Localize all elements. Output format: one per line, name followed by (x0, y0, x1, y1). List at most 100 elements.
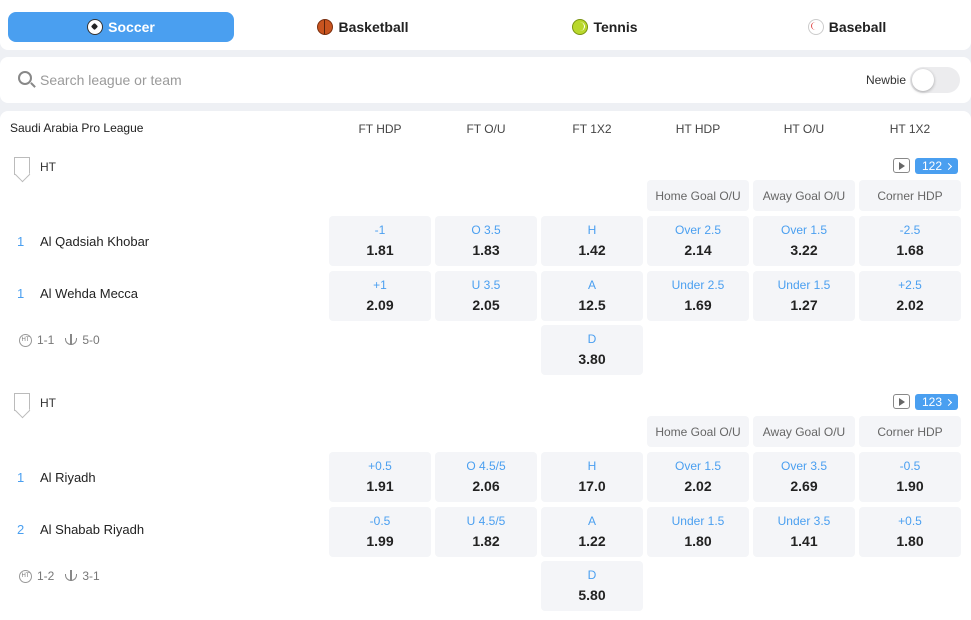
odds-button[interactable]: Under 3.5 1.41 (753, 507, 855, 557)
newbie-label: Newbie (865, 73, 906, 87)
team-name[interactable]: Al Qadsiah Khobar (40, 234, 150, 249)
odds-value: 12.5 (578, 297, 606, 313)
odds-button[interactable]: Under 2.5 1.69 (647, 271, 749, 321)
market-tab-away-goal-ou[interactable]: Away Goal O/U (753, 416, 855, 447)
odds-label: H (587, 459, 597, 473)
odds-button[interactable]: +0.5 1.80 (859, 507, 961, 557)
baseball-icon (807, 19, 824, 35)
odds-button[interactable]: -1 1.81 (329, 216, 431, 266)
draw-odds-button[interactable]: D 3.80 (541, 325, 643, 375)
tab-tennis[interactable]: Tennis (492, 12, 718, 42)
team-rank: 2 (17, 522, 25, 537)
column-header-ft-1x2: FT 1X2 (572, 122, 612, 136)
play-icon[interactable] (893, 158, 910, 173)
team-name[interactable]: Al Riyadh (40, 470, 96, 485)
odds-label: -2.5 (899, 223, 921, 237)
odds-button[interactable]: H 1.42 (541, 216, 643, 266)
odds-button[interactable]: Under 1.5 1.27 (753, 271, 855, 321)
team-name[interactable]: Al Shabab Riyadh (40, 522, 145, 537)
market-count: 123 (921, 395, 943, 409)
odds-value: 1.68 (896, 242, 924, 258)
more-markets-badge[interactable]: 123 (915, 394, 958, 410)
toggle-knob (912, 69, 934, 91)
play-icon[interactable] (893, 394, 910, 409)
tab-basketball[interactable]: Basketball (250, 12, 476, 42)
market-tab-away-goal-ou[interactable]: Away Goal O/U (753, 180, 855, 211)
team-name[interactable]: Al Wehda Mecca (40, 286, 139, 301)
odds-button[interactable]: -0.5 1.99 (329, 507, 431, 557)
market-count: 122 (921, 159, 943, 173)
bookmark-icon[interactable] (14, 393, 30, 411)
odds-label: D (587, 332, 597, 346)
odds-value: 2.02 (896, 297, 924, 313)
newbie-toggle[interactable] (910, 67, 960, 93)
match-score-row: HT 1-2 3-1 (19, 569, 100, 583)
market-tab-corner-hdp[interactable]: Corner HDP (859, 416, 961, 447)
market-tab-home-goal-ou[interactable]: Home Goal O/U (647, 180, 749, 211)
odds-label: +1 (373, 278, 387, 292)
odds-value: 1.27 (790, 297, 818, 313)
odds-label: Over 1.5 (674, 459, 722, 473)
bookmark-icon[interactable] (14, 157, 30, 175)
odds-button[interactable]: Under 1.5 1.80 (647, 507, 749, 557)
tab-soccer[interactable]: Soccer (8, 12, 234, 42)
odds-button[interactable]: -2.5 1.68 (859, 216, 961, 266)
odds-label: D (587, 568, 597, 582)
odds-value: 3.80 (578, 351, 606, 367)
odds-button[interactable]: Over 1.5 2.02 (647, 452, 749, 502)
odds-value: 1.81 (366, 242, 394, 258)
soccer-ball-icon (87, 19, 104, 35)
odds-button[interactable]: U 3.5 2.05 (435, 271, 537, 321)
odds-button[interactable]: O 3.5 1.83 (435, 216, 537, 266)
odds-label: -1 (374, 223, 386, 237)
column-header-ft-ou: FT O/U (466, 122, 506, 136)
market-tab-corner-hdp[interactable]: Corner HDP (859, 180, 961, 211)
odds-button[interactable]: +0.5 1.91 (329, 452, 431, 502)
corner-icon (65, 334, 78, 346)
match-period: HT (40, 160, 56, 174)
odds-value: 3.22 (790, 242, 818, 258)
match-score-row: HT 1-1 5-0 (19, 333, 100, 347)
odds-button[interactable]: +1 2.09 (329, 271, 431, 321)
odds-value: 1.80 (684, 533, 712, 549)
team-rank: 1 (17, 234, 25, 249)
odds-button[interactable]: O 4.5/5 2.06 (435, 452, 537, 502)
basketball-icon (317, 19, 334, 35)
sport-tabs: Soccer Basketball Tennis Baseball (0, 0, 971, 50)
odds-button[interactable]: Over 3.5 2.69 (753, 452, 855, 502)
odds-button[interactable]: H 17.0 (541, 452, 643, 502)
odds-value: 2.02 (684, 478, 712, 494)
odds-button[interactable]: A 1.22 (541, 507, 643, 557)
search-icon[interactable] (18, 71, 32, 85)
odds-value: 1.69 (684, 297, 712, 313)
odds-value: 5.80 (578, 587, 606, 603)
odds-button[interactable]: -0.5 1.90 (859, 452, 961, 502)
market-tab-home-goal-ou[interactable]: Home Goal O/U (647, 416, 749, 447)
team-rank: 1 (17, 470, 25, 485)
odds-value: 2.05 (472, 297, 500, 313)
odds-button[interactable]: U 4.5/5 1.82 (435, 507, 537, 557)
search-input[interactable] (40, 68, 540, 92)
column-header-ht-ou: HT O/U (783, 122, 825, 136)
odds-label: O 3.5 (471, 223, 501, 237)
odds-button[interactable]: Over 2.5 2.14 (647, 216, 749, 266)
odds-button[interactable]: Over 1.5 3.22 (753, 216, 855, 266)
odds-value: 17.0 (578, 478, 606, 494)
odds-value: 1.99 (366, 533, 394, 549)
odds-label: Over 1.5 (780, 223, 828, 237)
tab-baseball[interactable]: Baseball (734, 12, 960, 42)
odds-button[interactable]: A 12.5 (541, 271, 643, 321)
tab-basketball-label: Basketball (338, 19, 409, 35)
odds-button[interactable]: +2.5 2.02 (859, 271, 961, 321)
tab-tennis-label: Tennis (593, 19, 638, 35)
tab-soccer-label: Soccer (108, 19, 155, 35)
match-period: HT (40, 396, 56, 410)
corner-score: 3-1 (82, 569, 100, 583)
odds-value: 2.06 (472, 478, 500, 494)
odds-label: O 4.5/5 (466, 459, 506, 473)
draw-odds-button[interactable]: D 5.80 (541, 561, 643, 611)
team-rank: 1 (17, 286, 25, 301)
more-markets-badge[interactable]: 122 (915, 158, 958, 174)
odds-value: 1.22 (578, 533, 606, 549)
search-bar: Newbie (0, 57, 971, 103)
